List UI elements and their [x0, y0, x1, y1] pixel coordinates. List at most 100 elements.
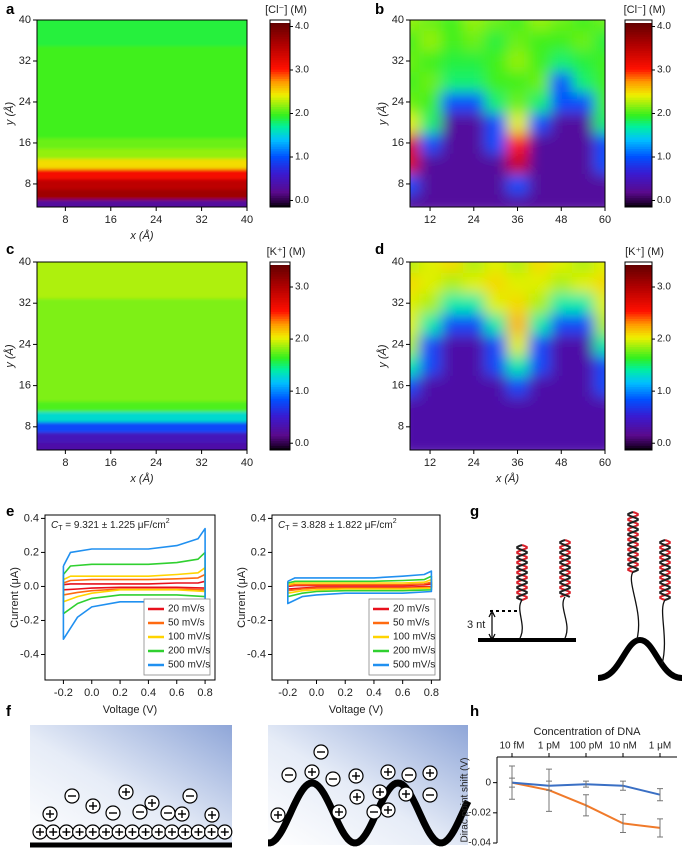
dna-strand [559, 539, 571, 598]
colorbar-strip [625, 118, 652, 122]
colorbar-strip [270, 297, 290, 301]
colorbar-strip [270, 325, 290, 329]
colorbar-strip [270, 372, 290, 376]
colorbar-strip [270, 164, 290, 168]
heat-cell [506, 395, 530, 418]
heat-cell [484, 334, 508, 356]
y-tick-label: -0.02 [468, 807, 491, 818]
colorbar-strip [625, 178, 652, 182]
heat-cell [594, 50, 605, 72]
x-tick-label: 12 [424, 457, 436, 469]
colorbar-strip [270, 160, 290, 164]
heat-cell [410, 173, 420, 195]
colorbar-strip [625, 287, 652, 291]
series-line [287, 570, 433, 605]
colorbar-strip [625, 97, 652, 100]
colorbar-tick-label: 4.0 [657, 21, 671, 32]
x-tick-label: 0.6 [169, 687, 184, 699]
colorbar-strip [270, 108, 290, 112]
x-tick-label: 1 μM [649, 741, 671, 752]
heat-band [37, 277, 247, 289]
colorbar-strip [625, 111, 652, 114]
dna-tether [519, 599, 523, 639]
colorbar-strip [625, 71, 652, 75]
colorbar-strip [625, 391, 652, 395]
heat-cell [550, 71, 573, 93]
legend-label: 20 mV/s [168, 604, 205, 615]
colorbar-strip [625, 127, 652, 131]
heat-cell [484, 71, 508, 93]
x-tick-label: 0.8 [197, 687, 212, 699]
heat-band [37, 267, 247, 279]
colorbar-strip [625, 323, 652, 326]
colorbar-strip [270, 69, 290, 72]
heat-cell [484, 112, 508, 134]
g-label: 3 nt [467, 619, 485, 631]
heat-cell [462, 395, 486, 418]
heat-cell [572, 334, 595, 356]
colorbar-strip [270, 87, 290, 91]
heat-cell [594, 395, 605, 418]
colorbar-strip [625, 365, 652, 369]
colorbar-strip [270, 421, 290, 425]
colorbar-strip [270, 178, 290, 182]
heat-cell [506, 132, 530, 154]
x-tick-label: 16 [105, 457, 117, 469]
heat-cell [572, 20, 595, 31]
colorbar-strip [625, 115, 652, 119]
colorbar-strip [270, 55, 290, 58]
x-tick-label: 60 [599, 457, 611, 469]
heat-cell [550, 91, 573, 113]
heat-cell [550, 354, 573, 376]
colorbar-strip [625, 285, 652, 289]
colorbar-tick-label: 2.0 [295, 334, 309, 345]
y-tick-label: 32 [392, 297, 404, 309]
colorbar-strip [625, 407, 652, 411]
heat-cell [572, 132, 595, 154]
heat-cell [419, 194, 442, 207]
colorbar-strip [270, 440, 290, 444]
colorbar-strip [625, 22, 652, 26]
colorbar-strip [625, 190, 652, 194]
heat-cell [440, 153, 464, 175]
heat-cell [528, 334, 551, 356]
diagrams: g f 3 nt [6, 503, 683, 848]
colorbar-strip [270, 351, 290, 355]
heat-cell [440, 395, 464, 418]
colorbar-strip [270, 192, 290, 196]
heat-cell [506, 173, 530, 195]
heat-cell [462, 91, 486, 113]
heat-band [37, 96, 247, 108]
heat-cell [528, 416, 551, 438]
colorbar-strip [270, 52, 290, 56]
plot-frame [409, 19, 606, 208]
colorbar-strip [625, 155, 652, 159]
colorbar-strip [270, 129, 290, 133]
heat-cell [440, 194, 464, 207]
colorbar-strip [270, 41, 290, 44]
heat-cell [506, 313, 530, 335]
heat-cell [528, 50, 551, 72]
colorbar-strip [625, 104, 652, 107]
colorbar-strip [270, 155, 290, 159]
heat-cell [550, 437, 573, 450]
plot-frame [44, 514, 216, 681]
colorbar-strip [270, 264, 290, 268]
colorbar-strip [625, 344, 652, 348]
colorbar-strip [625, 169, 652, 173]
heat-cell [419, 30, 442, 52]
y-tick-label: 40 [392, 256, 404, 268]
colorbar-strip [625, 393, 652, 397]
colorbar-strip [625, 188, 652, 192]
colorbar-strip [625, 372, 652, 376]
y-tick-label: 0.2 [24, 546, 39, 558]
heat-cell [410, 91, 420, 113]
heat-cell [410, 194, 420, 207]
heat-band [37, 411, 247, 423]
heat-band [37, 178, 247, 190]
colorbar-strip [625, 143, 652, 147]
heat-cell [506, 50, 530, 72]
heat-cell [419, 262, 442, 273]
colorbar-strip [270, 167, 290, 171]
heat-band [37, 421, 247, 433]
